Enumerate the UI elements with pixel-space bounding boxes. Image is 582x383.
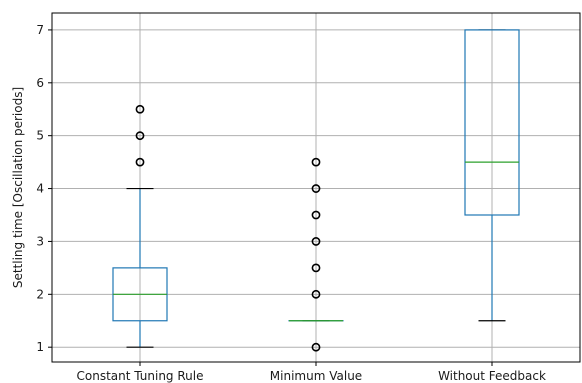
iqr-box: [464, 29, 520, 216]
outlier-point: [311, 237, 321, 246]
outlier-point: [311, 184, 321, 193]
outlier-point: [311, 263, 321, 273]
y-tick-label: 3: [36, 234, 44, 248]
x-tick-label: Constant Tuning Rule: [77, 369, 204, 383]
outlier-point: [311, 342, 321, 352]
y-tick-label: 7: [36, 23, 44, 37]
y-tick-label: 4: [36, 182, 44, 196]
outlier-point: [311, 210, 321, 220]
y-tick-label: 5: [36, 129, 44, 143]
box-group: [112, 104, 168, 348]
outlier-point: [311, 157, 321, 167]
axis-ticks: 1 2 3 4 5 6 7 Constant Tuning Rule Minimum Value…: [36, 23, 546, 383]
outlier-point: [135, 157, 145, 167]
outlier-point: [135, 131, 145, 141]
x-tick-label: Without Feedback: [438, 369, 546, 383]
box-group: [288, 157, 344, 352]
box-group: [464, 29, 520, 322]
y-tick-label: 6: [36, 76, 44, 90]
boxes: [112, 29, 520, 352]
x-tick-label: Minimum Value: [270, 369, 362, 383]
y-axis-label: Settling time [Oscillation periods]: [11, 87, 25, 288]
y-tick-label: 1: [36, 340, 44, 354]
outlier-point: [311, 289, 321, 299]
outlier-point: [135, 104, 145, 114]
y-tick-label: 2: [36, 287, 44, 301]
